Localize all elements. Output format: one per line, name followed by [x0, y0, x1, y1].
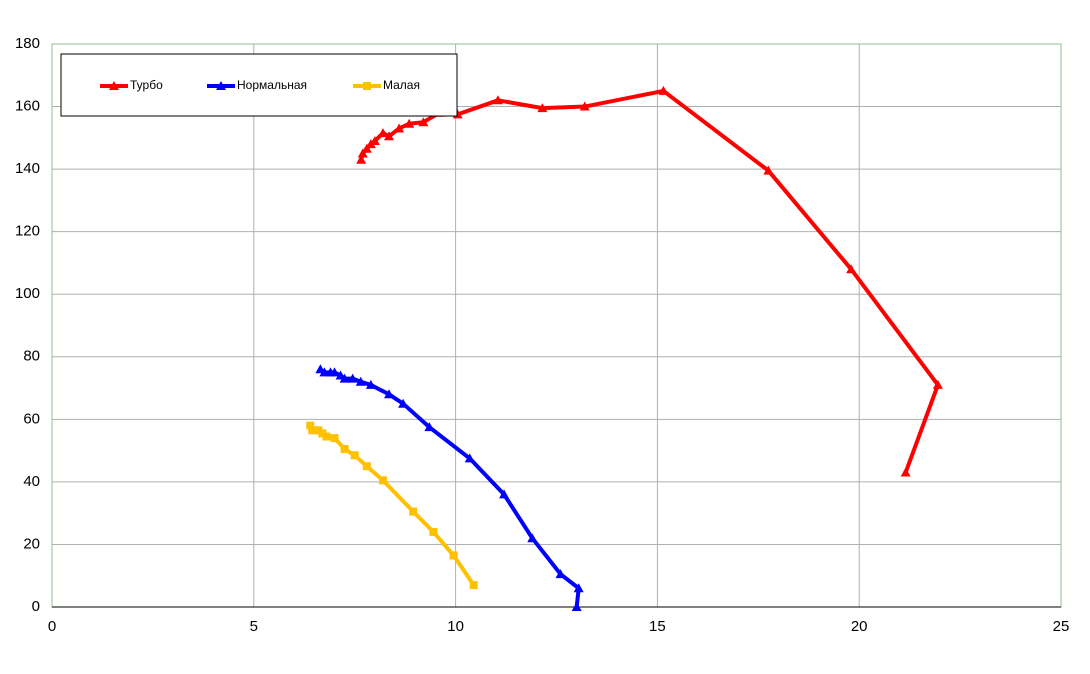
point	[464, 453, 475, 463]
point	[398, 398, 409, 408]
point	[492, 95, 503, 105]
point	[356, 154, 367, 164]
y-tick-label: 60	[23, 410, 40, 427]
point	[322, 432, 331, 441]
point	[763, 165, 774, 175]
legend-marker	[109, 81, 119, 90]
y-tick-label: 120	[15, 223, 40, 240]
point	[424, 422, 435, 432]
point	[469, 581, 478, 590]
x-tick-label: 20	[851, 618, 868, 635]
x-tick-label: 25	[1053, 618, 1070, 635]
point	[361, 143, 372, 153]
legend-label: Малая	[383, 78, 420, 92]
y-tick-label: 20	[23, 535, 40, 552]
x-tick-label: 0	[48, 618, 56, 635]
x-tick-label: 10	[447, 618, 464, 635]
point	[314, 426, 323, 435]
point	[537, 103, 548, 113]
point	[555, 569, 566, 579]
y-tick-label: 160	[15, 98, 40, 115]
point	[369, 135, 380, 145]
point	[347, 373, 358, 383]
legend-marker	[216, 81, 226, 90]
point	[378, 476, 387, 485]
point	[384, 131, 395, 141]
y-tick-label: 180	[15, 35, 40, 52]
legend: Турбо Нормальная Малая	[60, 53, 458, 117]
point	[365, 379, 376, 389]
point	[306, 421, 315, 430]
series-line	[308, 424, 476, 587]
point	[527, 533, 538, 543]
point	[932, 379, 943, 389]
point	[377, 128, 388, 138]
point	[355, 376, 366, 386]
point	[357, 148, 368, 158]
point	[409, 507, 418, 516]
legend-label: Нормальная	[237, 78, 307, 92]
point	[308, 426, 317, 435]
x-tick-label: 15	[649, 618, 666, 635]
point	[340, 445, 349, 454]
point	[429, 527, 438, 536]
point	[330, 434, 339, 443]
point	[404, 118, 415, 128]
point	[900, 467, 911, 477]
point	[499, 489, 510, 499]
legend-label: Турбо	[130, 78, 163, 92]
series-line	[319, 367, 581, 608]
point	[571, 602, 582, 611]
y-tick-label: 40	[23, 473, 40, 490]
x-tick-label: 5	[250, 618, 258, 635]
point	[846, 264, 857, 274]
y-tick-label: 0	[32, 598, 40, 615]
point	[384, 389, 395, 399]
point	[329, 367, 340, 377]
plot-border	[51, 43, 1062, 608]
y-tick-label: 140	[15, 160, 40, 177]
series-line	[359, 88, 940, 474]
point	[658, 85, 669, 95]
y-tick-label: 80	[23, 348, 40, 365]
point	[394, 123, 405, 133]
point	[350, 451, 359, 460]
point	[318, 429, 327, 438]
point	[339, 373, 350, 383]
legend-marker	[363, 82, 371, 90]
point	[449, 551, 458, 560]
point	[362, 462, 371, 471]
point	[573, 583, 584, 593]
y-tick-label: 100	[15, 285, 40, 302]
point	[579, 101, 590, 111]
point	[418, 117, 429, 127]
